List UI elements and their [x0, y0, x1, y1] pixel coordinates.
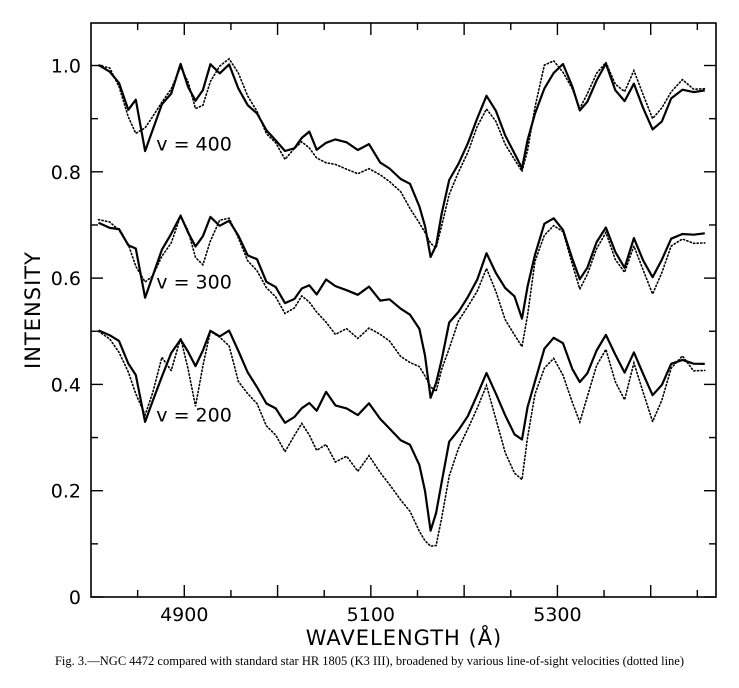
y-tick-label: 0 [69, 587, 81, 609]
x-tick-label: 4900 [160, 604, 208, 626]
spectrum-chart: v = 400 v = 300 v = 200 0 0.2 0.4 0.6 0.8 1.0 49… [21, 22, 717, 650]
solid-curve [98, 214, 705, 399]
solid-curve [97, 62, 705, 259]
velocity-label: v = 300 [156, 272, 232, 294]
x-tick-label: 5300 [533, 604, 581, 626]
dotted-curve [97, 330, 706, 548]
y-tick-label: 0.8 [51, 162, 81, 184]
y-tick-label: 1.0 [51, 56, 81, 78]
spectrum-curves: v = 400 v = 300 v = 200 [97, 57, 706, 548]
tick-labels: 0 0.2 0.4 0.6 0.8 1.0 4900 5100 5300 [51, 56, 582, 626]
x-axis-title: WAVELENGTH (Å) [306, 624, 503, 650]
y-tick-label: 0.2 [51, 481, 81, 503]
y-tick-label: 0.4 [51, 374, 81, 396]
velocity-label: v = 200 [156, 405, 232, 427]
axis-ticks [91, 23, 716, 598]
velocity-label: v = 400 [156, 134, 232, 156]
y-axis-title: INTENSITY [21, 251, 45, 369]
y-tick-label: 0.6 [51, 268, 81, 290]
solid-curve [98, 329, 705, 532]
plot-frame [90, 22, 717, 598]
x-tick-label: 5100 [347, 604, 395, 626]
figure-caption: Fig. 3.—NGC 4472 compared with standard … [54, 654, 685, 668]
dotted-curve [97, 213, 706, 393]
dotted-curve [97, 57, 706, 250]
